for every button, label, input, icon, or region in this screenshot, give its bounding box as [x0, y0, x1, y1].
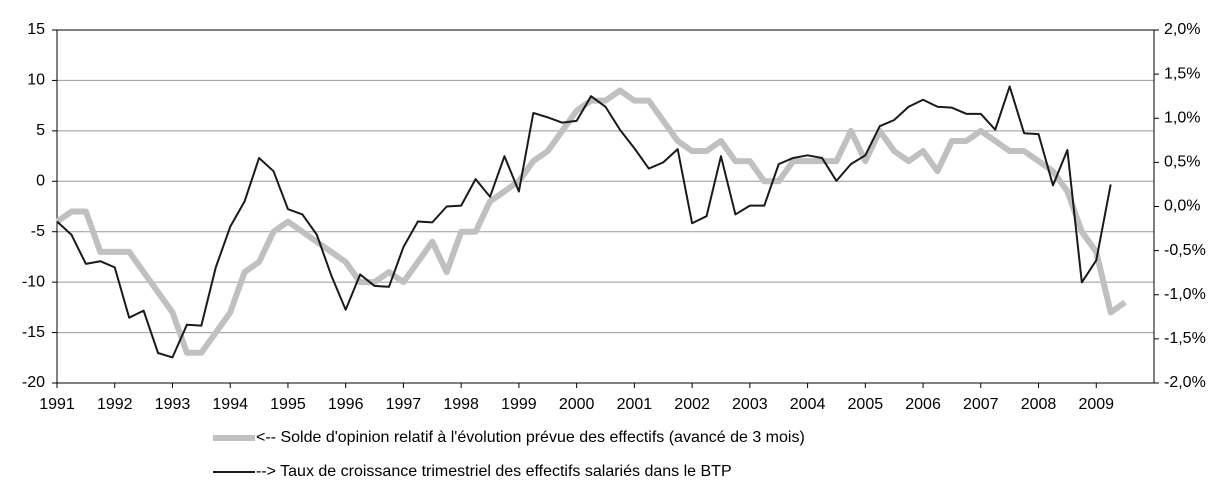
x-tick-label: 2003	[732, 396, 768, 413]
legend-label: <-- Solde d'opinion relatif à l'évolutio…	[256, 429, 805, 446]
x-tick-label: 1994	[212, 396, 248, 413]
x-tick-label: 1995	[270, 396, 306, 413]
x-tick-label: 1991	[39, 396, 75, 413]
x-tick-label: 2006	[905, 396, 941, 413]
y2-tick-label: -0,5%	[1164, 242, 1206, 259]
y2-tick-label: -1,0%	[1164, 286, 1206, 303]
x-tick-label: 2001	[617, 396, 653, 413]
x-tick-label: 2005	[848, 396, 884, 413]
y-tick-label: 10	[27, 72, 45, 89]
x-tick-label: 2004	[790, 396, 826, 413]
y2-tick-label: -1,5%	[1164, 330, 1206, 347]
y2-tick-label: 1,5%	[1164, 65, 1200, 82]
x-tick-label: 2000	[559, 396, 595, 413]
y-tick-label: 0	[36, 173, 45, 190]
y-tick-label: 5	[36, 122, 45, 139]
x-tick-label: 1999	[501, 396, 537, 413]
y-tick-label: 15	[27, 21, 45, 38]
y2-tick-label: 0,0%	[1164, 198, 1200, 215]
x-tick-label: 2007	[963, 396, 999, 413]
x-tick-label: 1993	[155, 396, 191, 413]
plot-border	[56, 29, 1155, 384]
x-tick-label: 2008	[1021, 396, 1057, 413]
y2-tick-label: 2,0%	[1164, 21, 1200, 38]
legend-label: --> Taux de croissance trimestriel des e…	[256, 463, 732, 480]
x-tick-label: 1992	[97, 396, 133, 413]
y2-tick-label: 1,0%	[1164, 109, 1200, 126]
x-tick-label: 1996	[328, 396, 364, 413]
series-line	[56, 85, 1112, 359]
y-tick-label: -20	[22, 374, 45, 391]
series-line	[55, 87, 1127, 356]
y-tick-label: -5	[31, 223, 45, 240]
y-tick-label: -10	[22, 273, 45, 290]
x-tick-label: 2002	[674, 396, 710, 413]
y2-tick-label: -2,0%	[1164, 374, 1206, 391]
y2-tick-label: 0,5%	[1164, 154, 1200, 171]
x-tick-label: 2009	[1078, 396, 1114, 413]
x-tick-label: 1997	[386, 396, 422, 413]
y-tick-label: -15	[22, 324, 45, 341]
x-tick-label: 1998	[443, 396, 479, 413]
